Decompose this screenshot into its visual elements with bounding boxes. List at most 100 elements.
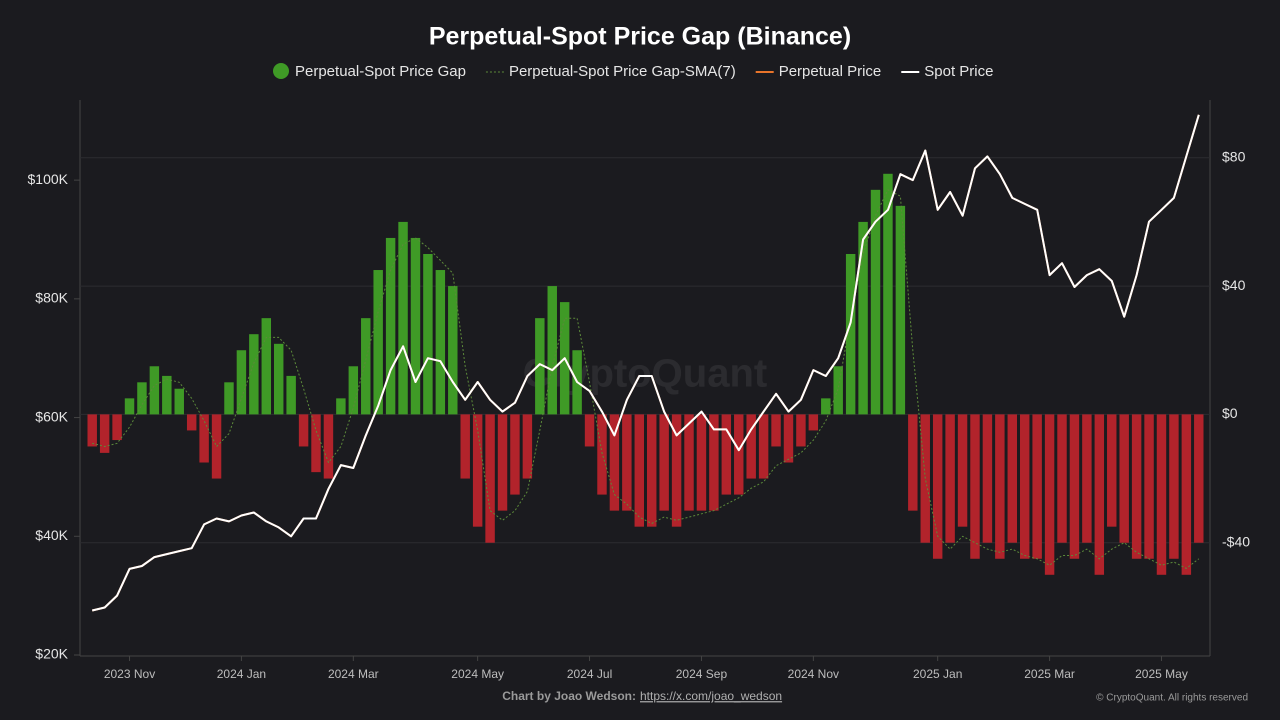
gap-bar [858, 221, 868, 415]
gap-bar [1181, 414, 1192, 575]
credit-label: Chart by Joao Wedson: [502, 689, 636, 703]
gap-bar [945, 414, 955, 543]
gap-bar [721, 414, 732, 495]
gap-bar [659, 414, 669, 511]
gap-bar [1044, 414, 1055, 575]
gap-bar [646, 414, 657, 527]
gap-bar [796, 414, 806, 447]
gap-bar [410, 237, 421, 415]
x-tick-label: 2023 Nov [104, 667, 155, 681]
gap-bar [808, 414, 819, 431]
y2-tick-label: $80 [1222, 148, 1246, 164]
gap-bar [845, 253, 856, 415]
gap-bar [485, 414, 495, 543]
y2-tick-label: $0 [1222, 405, 1238, 421]
gap-bar [547, 286, 557, 415]
gap-bar [982, 414, 993, 543]
copyright: © CryptoQuant. All rights reserved [1096, 693, 1248, 704]
legend-label: Spot Price [924, 63, 993, 80]
gap-bar [609, 414, 620, 511]
gap-bar [758, 414, 769, 479]
gap-bar [398, 221, 408, 415]
gap-bar [684, 414, 694, 511]
gap-bar [1119, 414, 1129, 543]
gap-bar [1007, 414, 1018, 543]
legend-marker [273, 63, 289, 79]
gap-bar [186, 414, 197, 431]
gap-bar [734, 414, 744, 495]
series-line [92, 189, 1200, 569]
gap-bar [261, 318, 272, 415]
gap-bar [1057, 414, 1067, 543]
x-tick-label: 2024 Jan [217, 667, 266, 681]
gap-bar [423, 253, 433, 415]
chart-title: Perpetual-Spot Price Gap (Binance) [429, 23, 851, 51]
gap-bar [634, 414, 645, 527]
gap-bar [336, 398, 346, 415]
legend-label: Perpetual-Spot Price Gap-SMA(7) [509, 63, 736, 80]
gap-bar [87, 414, 97, 447]
y2-tick-label: -$40 [1222, 533, 1250, 549]
x-tick-label: 2025 May [1135, 667, 1188, 681]
credit-link[interactable]: https://x.com/joao_wedson [640, 689, 782, 703]
gap-bar [908, 414, 918, 511]
gap-bar [497, 414, 508, 511]
gap-bar [137, 382, 147, 415]
gap-bar [932, 414, 943, 559]
gap-bar [1094, 414, 1105, 575]
gap-bar [535, 318, 545, 415]
gap-bar [211, 414, 222, 479]
gap-bar [348, 366, 359, 415]
gap-bar [236, 350, 247, 415]
gap-bar [199, 414, 209, 463]
y-tick-label: $80K [35, 290, 68, 306]
gap-bar [373, 270, 383, 415]
gap-bar [174, 388, 184, 415]
gap-bar [821, 398, 831, 415]
gap-bar [472, 414, 483, 527]
gap-bar [671, 414, 682, 527]
gap-bar [323, 414, 334, 479]
gap-bar [385, 237, 396, 415]
gap-bar [460, 414, 470, 479]
gap-bar [286, 375, 296, 415]
x-tick-label: 2025 Mar [1024, 667, 1075, 681]
y-tick-label: $60K [35, 408, 68, 424]
gap-bar [435, 270, 446, 415]
gap-bar [361, 318, 371, 415]
gap-bar [1131, 414, 1142, 559]
gap-bar [249, 334, 259, 415]
gap-bar [833, 366, 843, 415]
gap-bar [1082, 414, 1092, 543]
gap-bar [622, 414, 632, 511]
gap-bar [522, 414, 533, 479]
x-tick-label: 2024 Sep [676, 667, 728, 681]
gap-bar [448, 286, 458, 415]
legend: Perpetual-Spot Price Gap Perpetual-Spot P… [273, 63, 993, 80]
legend-label: Perpetual-Spot Price Gap [295, 63, 466, 80]
gap-bar [709, 414, 719, 511]
plot: $20K $40K $60K $80K $100K -$40 $0 $40 $80 2023 No… [28, 114, 1250, 681]
gap-bar [1107, 414, 1117, 527]
gap-bar [112, 414, 122, 441]
gap-bar [746, 414, 756, 479]
gap-bar [1194, 414, 1204, 543]
x-tick-label: 2024 Mar [328, 667, 379, 681]
series-line [91, 114, 1200, 612]
gap-bar [957, 414, 968, 527]
gap-bar [510, 414, 520, 495]
y-tick-label: $40K [35, 527, 68, 543]
gap-bar [298, 414, 309, 447]
gap-bar [883, 173, 893, 415]
gap-bar [224, 382, 234, 415]
gap-bar [995, 414, 1005, 559]
x-tick-label: 2024 May [451, 667, 504, 681]
gap-bar [1156, 414, 1167, 575]
x-tick-label: 2024 Nov [788, 667, 839, 681]
gap-bar [783, 414, 794, 463]
gap-bar [1144, 414, 1154, 559]
gap-bar [149, 366, 160, 415]
gap-bar [124, 398, 135, 415]
